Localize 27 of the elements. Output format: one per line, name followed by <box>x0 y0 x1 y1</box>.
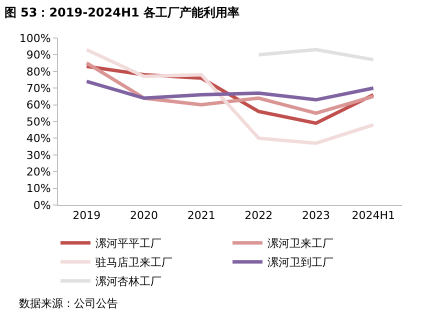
legend-label: 漯河平平工厂 <box>96 237 162 250</box>
y-tick-label: 90% <box>26 48 51 62</box>
y-tick-label: 0% <box>33 198 51 212</box>
x-tick-label: 2020 <box>130 209 158 222</box>
y-tick-label: 70% <box>26 82 51 95</box>
x-tick-label: 2022 <box>244 209 273 222</box>
y-tick-label: 20% <box>26 165 51 178</box>
x-tick-label: 2019 <box>72 209 101 222</box>
chart-title: 图 53：2019-2024H1 各工厂产能利用率 <box>4 5 240 20</box>
line-series <box>84 48 376 145</box>
legend-label: 漯河卫到工厂 <box>268 256 334 270</box>
legend-label: 漯河杏林工厂 <box>96 275 162 288</box>
x-tick-label: 2021 <box>187 209 216 222</box>
line-series <box>84 80 376 102</box>
y-tick-label: 60% <box>26 98 51 112</box>
y-tick-label: 30% <box>26 148 51 162</box>
line-series <box>84 61 376 115</box>
y-tick-label: 50% <box>26 115 51 128</box>
x-tick-label: 2024H1 <box>352 209 395 222</box>
legend-label: 驻马店卫来工厂 <box>96 256 172 270</box>
source-note: 数据来源：公司公告 <box>19 297 118 310</box>
y-tick-label: 40% <box>26 132 51 146</box>
x-tick-label: 2023 <box>302 209 330 222</box>
y-tick-label: 80% <box>26 65 51 78</box>
y-tick-label: 100% <box>19 32 51 45</box>
y-tick-label: 10% <box>26 182 51 196</box>
legend-label: 漯河卫来工厂 <box>268 237 334 250</box>
